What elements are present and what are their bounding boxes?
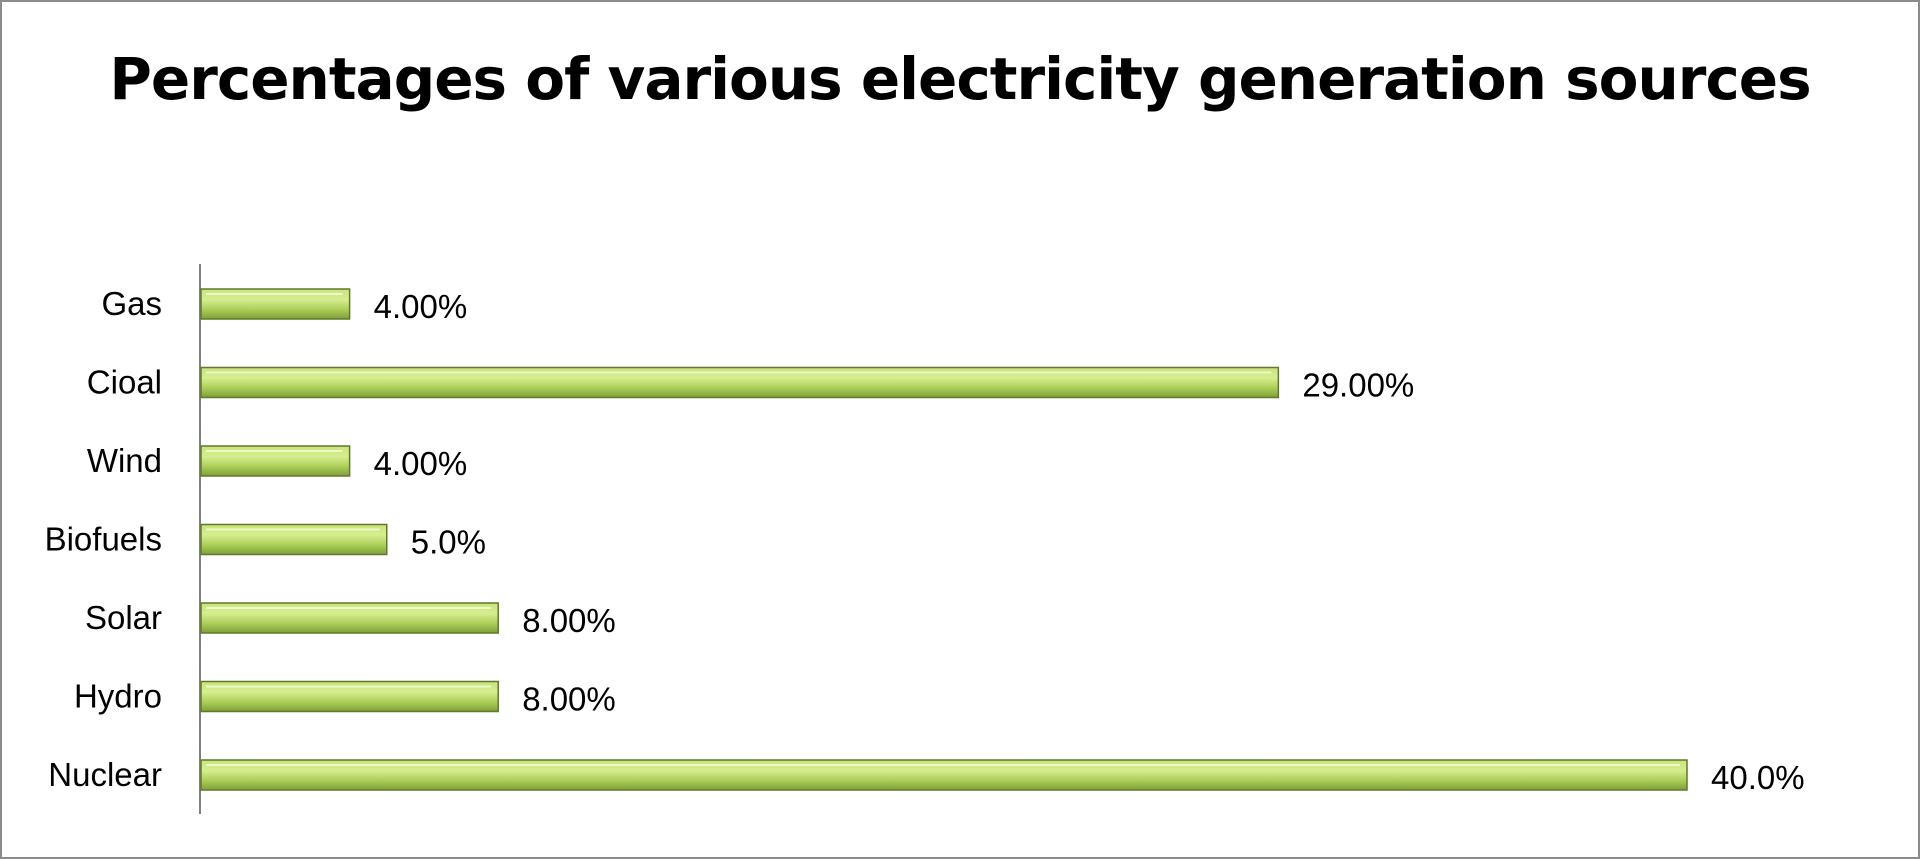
category-label-hydro: Hydro xyxy=(74,678,162,715)
data-label-nuclear: 40.0% xyxy=(1711,759,1805,796)
data-label-solar: 8.00% xyxy=(522,602,616,639)
category-label-cioal: Cioal xyxy=(87,364,162,401)
category-label-solar: Solar xyxy=(85,599,162,636)
data-label-biofuels: 5.0% xyxy=(411,524,486,561)
category-label-biofuels: Biofuels xyxy=(45,521,162,558)
category-label-gas: Gas xyxy=(101,285,162,322)
data-label-gas: 4.00% xyxy=(374,288,468,325)
data-label-hydro: 8.00% xyxy=(522,681,616,718)
data-label-wind: 4.00% xyxy=(374,445,468,482)
category-label-wind: Wind xyxy=(87,442,162,479)
category-label-nuclear: Nuclear xyxy=(48,756,162,793)
chart-title: Percentages of various electricity gener… xyxy=(109,45,1811,113)
data-label-cioal: 29.00% xyxy=(1302,367,1414,404)
